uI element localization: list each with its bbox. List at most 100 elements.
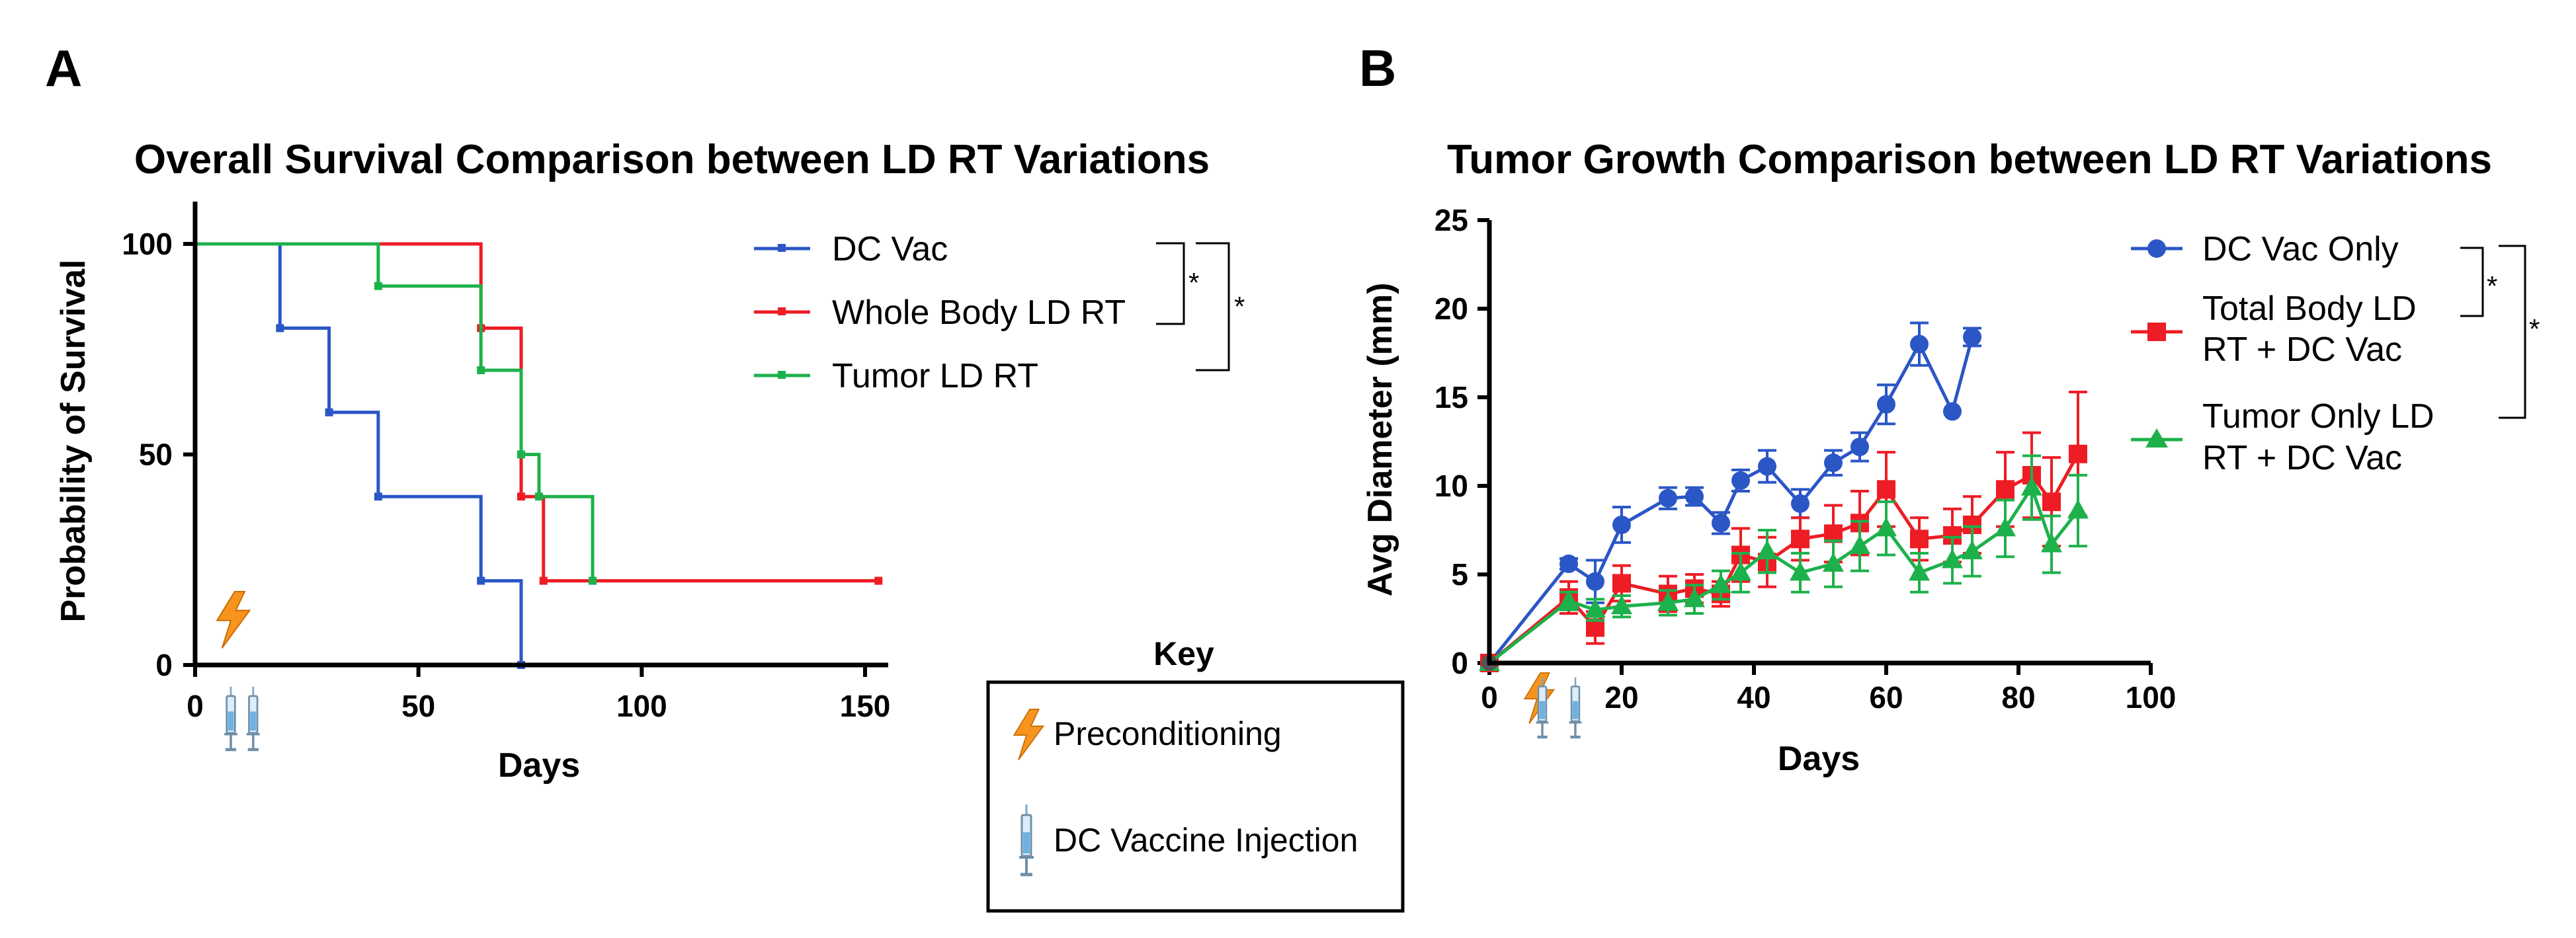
censor-mark-whole-body-ld-rt [517,492,525,501]
data-point-dc-vac-only [1559,554,1578,573]
sig-bracket-b-outer [2499,245,2526,419]
legend-label-tumor-only-ld-rt-dc-vac-line2: RT + DC Vac [2202,439,2402,477]
chart-b-treatment-annotations [1524,672,1582,737]
chart-a-title: Overall Survival Comparison between LD R… [134,137,1210,182]
data-point-dc-vac-only [1791,494,1809,513]
legend-marker-tumor-only-ld-rt-dc-vac [2145,428,2168,448]
legend-label-total-body-ld-rt-dc-vac-line2: RT + DC Vac [2202,331,2402,369]
y-tick-label: 0 [155,648,173,682]
sig-bracket-a-inner [1156,242,1185,325]
survival-curve-dc-vac [195,242,523,665]
syringe-shape [247,687,260,750]
x-tick-label: 40 [1737,680,1770,715]
y-tick-label: 10 [1434,469,1468,503]
legend-label-whole-body-ld-rt: Whole Body LD RT [832,293,1126,332]
data-point-dc-vac-only [1877,395,1895,414]
censor-mark-whole-body-ld-rt [539,576,548,585]
panel-a: A Overall Survival Comparison between LD… [45,39,1245,785]
data-point-total-body-ld-rt-dc-vac [2069,444,2087,463]
survival-curve-whole-body-ld-rt [195,242,879,583]
panel-b-label: B [1359,39,1396,97]
censor-mark-tumor-ld-rt [535,492,544,501]
sig-star-a-outer: * [1234,291,1245,322]
data-point-tumor-only-ld-rt-dc-vac [1611,595,1632,615]
legend-marker-tumor-ld-rt [778,371,786,379]
data-point-tumor-only-ld-rt-dc-vac [1684,588,1705,607]
censor-mark-dc-vac [374,492,382,501]
censor-mark-tumor-ld-rt [517,450,525,459]
sig-bracket-b-inner [2460,247,2484,317]
x-tick-label: 150 [840,689,891,723]
chart-b-ylabel: Avg Diameter (mm) [1361,283,1399,597]
data-point-tumor-only-ld-rt-dc-vac [2067,499,2089,519]
data-point-tumor-only-ld-rt-dc-vac [1657,591,1679,611]
lightning-bolt-icon [216,591,251,649]
key-item-preconditioning: Preconditioning [1013,709,1282,761]
sig-bracket-a-outer [1196,242,1230,371]
sig-star-b-inner: * [2487,270,2497,301]
y-tick-label: 15 [1434,380,1468,414]
y-tick-label: 100 [122,227,173,261]
data-point-dc-vac-only [1659,489,1677,508]
syringe-shape [1569,678,1582,737]
legend-entry-dc-vac-only: DC Vac Only [2131,230,2399,268]
data-point-total-body-ld-rt-dc-vac [1612,574,1631,593]
legend-label-tumor-only-ld-rt-dc-vac-line1: Tumor Only LD [2202,397,2434,436]
legend-entry-dc-vac: DC Vac [754,230,948,268]
data-point-tumor-only-ld-rt-dc-vac [1942,549,1963,568]
data-point-total-body-ld-rt-dc-vac [2042,492,2061,512]
x-tick-label: 50 [401,689,435,723]
data-point-tumor-only-ld-rt-dc-vac [2041,533,2062,553]
data-point-dc-vac-only [1712,514,1730,533]
data-point-dc-vac-only [1963,327,1981,346]
data-point-tumor-only-ld-rt-dc-vac [1849,535,1870,555]
panel-a-label: A [45,39,82,97]
chart-a-ticks: 0 50 100 150 0 50 100 [122,227,890,723]
data-point-tumor-only-ld-rt-dc-vac [1823,552,1844,572]
data-point-dc-vac-only [1731,471,1750,490]
chart-a-axes [192,202,888,668]
legend-marker-dc-vac-only [2147,239,2166,258]
data-point-tumor-only-ld-rt-dc-vac [2021,476,2042,496]
chart-b-legend: DC Vac Only Total Body LD RT + DC Vac Tu… [2131,230,2434,477]
censor-mark-dc-vac [477,576,485,585]
legend-label-tumor-ld-rt: Tumor LD RT [832,357,1038,395]
key-label-preconditioning: Preconditioning [1054,715,1282,752]
data-point-total-body-ld-rt-dc-vac [1910,529,1929,549]
censor-mark-dc-vac [276,324,284,332]
data-point-tumor-only-ld-rt-dc-vac [1757,540,1778,560]
sig-star-b-outer: * [2529,313,2540,344]
y-tick-label: 5 [1451,557,1468,592]
y-tick-label: 25 [1434,203,1468,237]
chart-b-significance: * * [2460,245,2540,419]
data-point-tumor-only-ld-rt-dc-vac [1558,590,1579,609]
chart-a-treatment-annotations [216,591,260,750]
legend-entry-tumor-only-ld-rt-dc-vac: Tumor Only LD RT + DC Vac [2131,397,2434,477]
data-point-total-body-ld-rt-dc-vac [1791,529,1809,549]
data-point-dc-vac-only [1758,457,1776,476]
chart-a-significance: * * [1156,242,1245,371]
data-point-tumor-only-ld-rt-dc-vac [1909,561,1930,581]
data-point-dc-vac-only [1910,334,1929,354]
censor-mark-tumor-ld-rt [477,366,485,375]
legend-marker-whole-body-ld-rt [778,307,786,315]
series-line-tumor-only-ld-rt-dc-vac [1488,484,2079,664]
y-tick-label: 50 [139,438,173,472]
legend-entry-total-body-ld-rt-dc-vac: Total Body LD RT + DC Vac [2131,290,2417,369]
censor-mark-tumor-ld-rt [589,576,597,585]
chart-b-ticks: 0 20 40 60 80 100 0 5 10 15 20 25 [1434,203,2177,715]
data-point-tumor-only-ld-rt-dc-vac [1995,517,2016,537]
data-point-dc-vac-only [1586,572,1604,591]
legend-label-dc-vac-only: DC Vac Only [2202,230,2399,268]
x-tick-label: 60 [1869,680,1903,715]
data-point-tumor-only-ld-rt-dc-vac [1730,561,1751,581]
chart-b-title: Tumor Growth Comparison between LD RT Va… [1447,137,2492,182]
x-tick-label: 100 [2126,680,2177,715]
key-label-dc-vaccine-injection: DC Vaccine Injection [1054,822,1358,859]
key-title: Key [1153,635,1214,672]
syringe-shape [1536,678,1549,737]
legend-marker-dc-vac [778,244,786,252]
data-point-dc-vac-only [1612,515,1631,534]
chart-b-plot-area [1479,321,2089,672]
